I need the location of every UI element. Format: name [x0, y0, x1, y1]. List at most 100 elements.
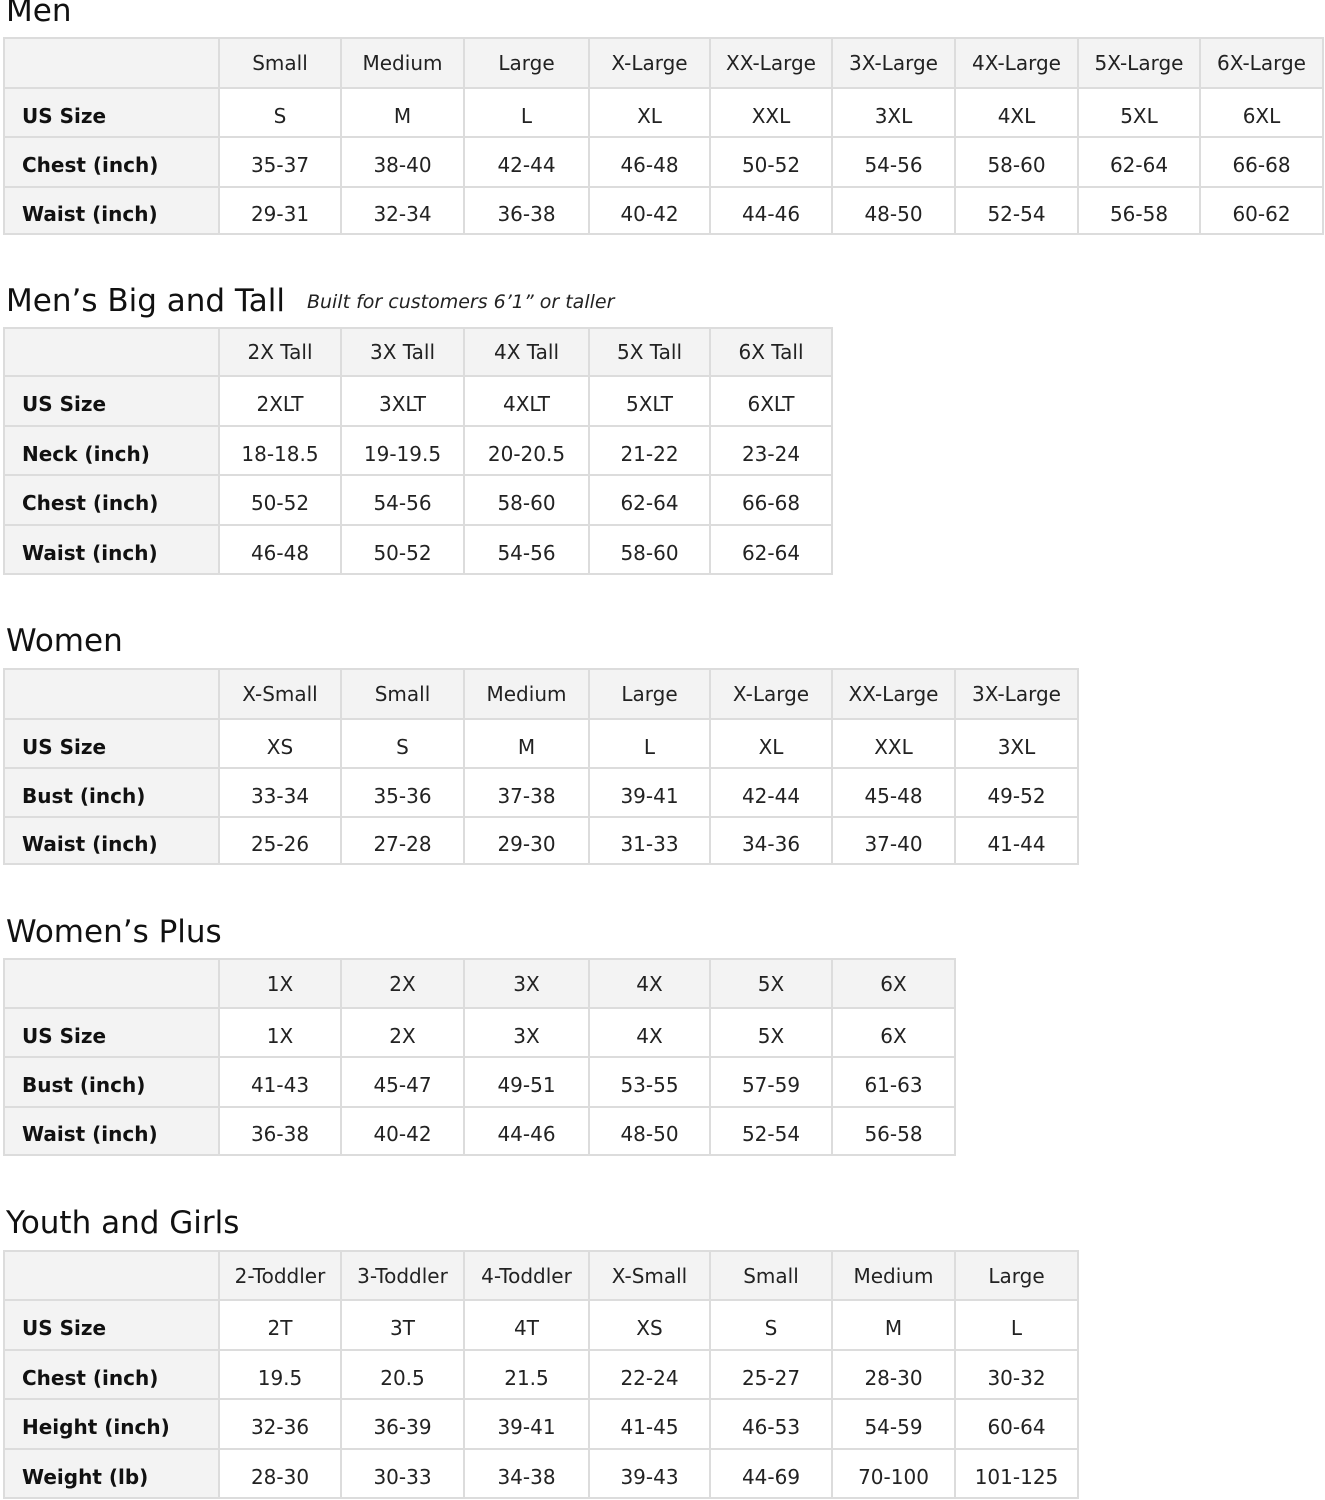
column-header: 5X-Large [1077, 37, 1201, 89]
column-header: Medium [463, 668, 590, 720]
table-cell: 20-20.5 [463, 425, 590, 476]
table-row: Waist (inch) 29-31 32-34 36-38 40-42 44-46 48-… [3, 186, 1324, 235]
table-cell: 46-48 [218, 524, 342, 575]
table-cell: 2X [340, 1007, 465, 1058]
table-cell: 6XL [1199, 87, 1324, 138]
table-cell: 32-36 [218, 1398, 342, 1450]
table-row: Height (inch) 32-36 36-39 39-41 41-45 46-53 54… [3, 1398, 1079, 1450]
table-cell: L [463, 87, 590, 138]
column-header: 3X-Large [954, 668, 1079, 720]
table-cell: 58-60 [588, 524, 711, 575]
column-header: 2X Tall [218, 327, 342, 377]
column-header: 5X Tall [588, 327, 711, 377]
table-cell: 3XL [954, 718, 1079, 769]
table-cell: 50-52 [218, 474, 342, 526]
table-cell: 19-19.5 [340, 425, 465, 476]
table-cell: 48-50 [588, 1106, 711, 1156]
table-row: Waist (inch) 25-26 27-28 29-30 31-33 34-36 37-… [3, 816, 1079, 865]
table-row: Bust (inch) 41-43 45-47 49-51 53-55 57-59 61-6… [3, 1056, 956, 1108]
table-row: Neck (inch) 18-18.5 19-19.5 20-20.5 21-22 23-… [3, 425, 833, 476]
row-label: Waist (inch) [3, 524, 220, 575]
table-header-row: X-Small Small Medium Large X-Large XX-Large 3X… [3, 668, 1079, 720]
table-cell: 5X [709, 1007, 833, 1058]
column-header: Medium [831, 1250, 956, 1301]
column-header: 3X [463, 958, 590, 1009]
table-cell: 49-51 [463, 1056, 590, 1108]
column-header: Large [954, 1250, 1079, 1301]
column-header: 5X [709, 958, 833, 1009]
table-row: Chest (inch) 19.5 20.5 21.5 22-24 25-27 28-30 3… [3, 1349, 1079, 1400]
column-header: Small [218, 37, 342, 89]
row-label: Waist (inch) [3, 1106, 220, 1156]
table-cell: 40-42 [588, 186, 711, 235]
table-cell: 30-33 [340, 1448, 465, 1499]
table-cell: 44-46 [463, 1106, 590, 1156]
table-cell: XS [588, 1299, 711, 1351]
table-cell: 54-56 [831, 136, 956, 188]
table-cell: XXL [831, 718, 956, 769]
row-label: Bust (inch) [3, 1056, 220, 1108]
table-cell: S [340, 718, 465, 769]
table-cell: 42-44 [709, 767, 833, 818]
column-header: 4X [588, 958, 711, 1009]
row-label: Chest (inch) [3, 136, 220, 188]
table-cell: L [588, 718, 711, 769]
table-cell: 45-48 [831, 767, 956, 818]
column-header: X-Large [588, 37, 711, 89]
table-cell: 20.5 [340, 1349, 465, 1400]
column-header: 6X-Large [1199, 37, 1324, 89]
table-cell: 2T [218, 1299, 342, 1351]
table-cell: XL [709, 718, 833, 769]
table-row: US Size S M L XL XXL 3XL 4XL 5XL 6XL [3, 87, 1324, 138]
size-table: 1X 2X 3X 4X 5X 6X US Size 1X 2X 3X 4X 5X 6X Bust (inc… [3, 958, 956, 1156]
table-cell: 18-18.5 [218, 425, 342, 476]
table-cell: 4T [463, 1299, 590, 1351]
table-cell: 6X [831, 1007, 956, 1058]
table-cell: 54-56 [340, 474, 465, 526]
table-cell: 48-50 [831, 186, 956, 235]
table-cell: 31-33 [588, 816, 711, 865]
table-cell: 50-52 [340, 524, 465, 575]
table-cell: 49-52 [954, 767, 1079, 818]
header-corner-cell [3, 668, 220, 720]
table-row: US Size 2T 3T 4T XS S M L [3, 1299, 1079, 1351]
table-cell: 62-64 [709, 524, 833, 575]
table-cell: 22-24 [588, 1349, 711, 1400]
column-header: XX-Large [831, 668, 956, 720]
section-title-text: Women’s Plus [6, 914, 222, 950]
size-table: Small Medium Large X-Large XX-Large 3X-Large 4… [3, 37, 1324, 235]
table-cell: 5XLT [588, 375, 711, 427]
section-subtitle: Built for customers 6’1” or taller [306, 291, 615, 313]
table-row: Bust (inch) 33-34 35-36 37-38 39-41 42-44 45-4… [3, 767, 1079, 818]
column-header: 4X-Large [954, 37, 1079, 89]
table-cell: 50-52 [709, 136, 833, 188]
section-title-text: Men’s Big and Tall [6, 283, 285, 319]
section-title: Youth and Girls [6, 1208, 239, 1239]
column-header: 6X [831, 958, 956, 1009]
table-cell: 27-28 [340, 816, 465, 865]
table-cell: 42-44 [463, 136, 590, 188]
table-cell: 21-22 [588, 425, 711, 476]
table-cell: 3X [463, 1007, 590, 1058]
size-table: 2X Tall 3X Tall 4X Tall 5X Tall 6X Tall US Si… [3, 327, 833, 575]
column-header: Small [340, 668, 465, 720]
row-label: US Size [3, 375, 220, 427]
row-label: US Size [3, 87, 220, 138]
section-title: Women [6, 626, 123, 657]
table-row: Weight (lb) 28-30 30-33 34-38 39-43 44-69 70-1… [3, 1448, 1079, 1499]
row-label: Waist (inch) [3, 816, 220, 865]
table-cell: XXL [709, 87, 833, 138]
header-corner-cell [3, 327, 220, 377]
table-cell: 61-63 [831, 1056, 956, 1108]
table-cell: 52-54 [954, 186, 1079, 235]
table-cell: M [831, 1299, 956, 1351]
table-cell: 29-31 [218, 186, 342, 235]
table-cell: 30-32 [954, 1349, 1079, 1400]
table-cell: M [340, 87, 465, 138]
section-title-text: Men [6, 0, 72, 29]
table-cell: S [218, 87, 342, 138]
table-cell: 21.5 [463, 1349, 590, 1400]
header-corner-cell [3, 1250, 220, 1301]
section-title: Men [6, 0, 71, 27]
table-cell: 1X [218, 1007, 342, 1058]
